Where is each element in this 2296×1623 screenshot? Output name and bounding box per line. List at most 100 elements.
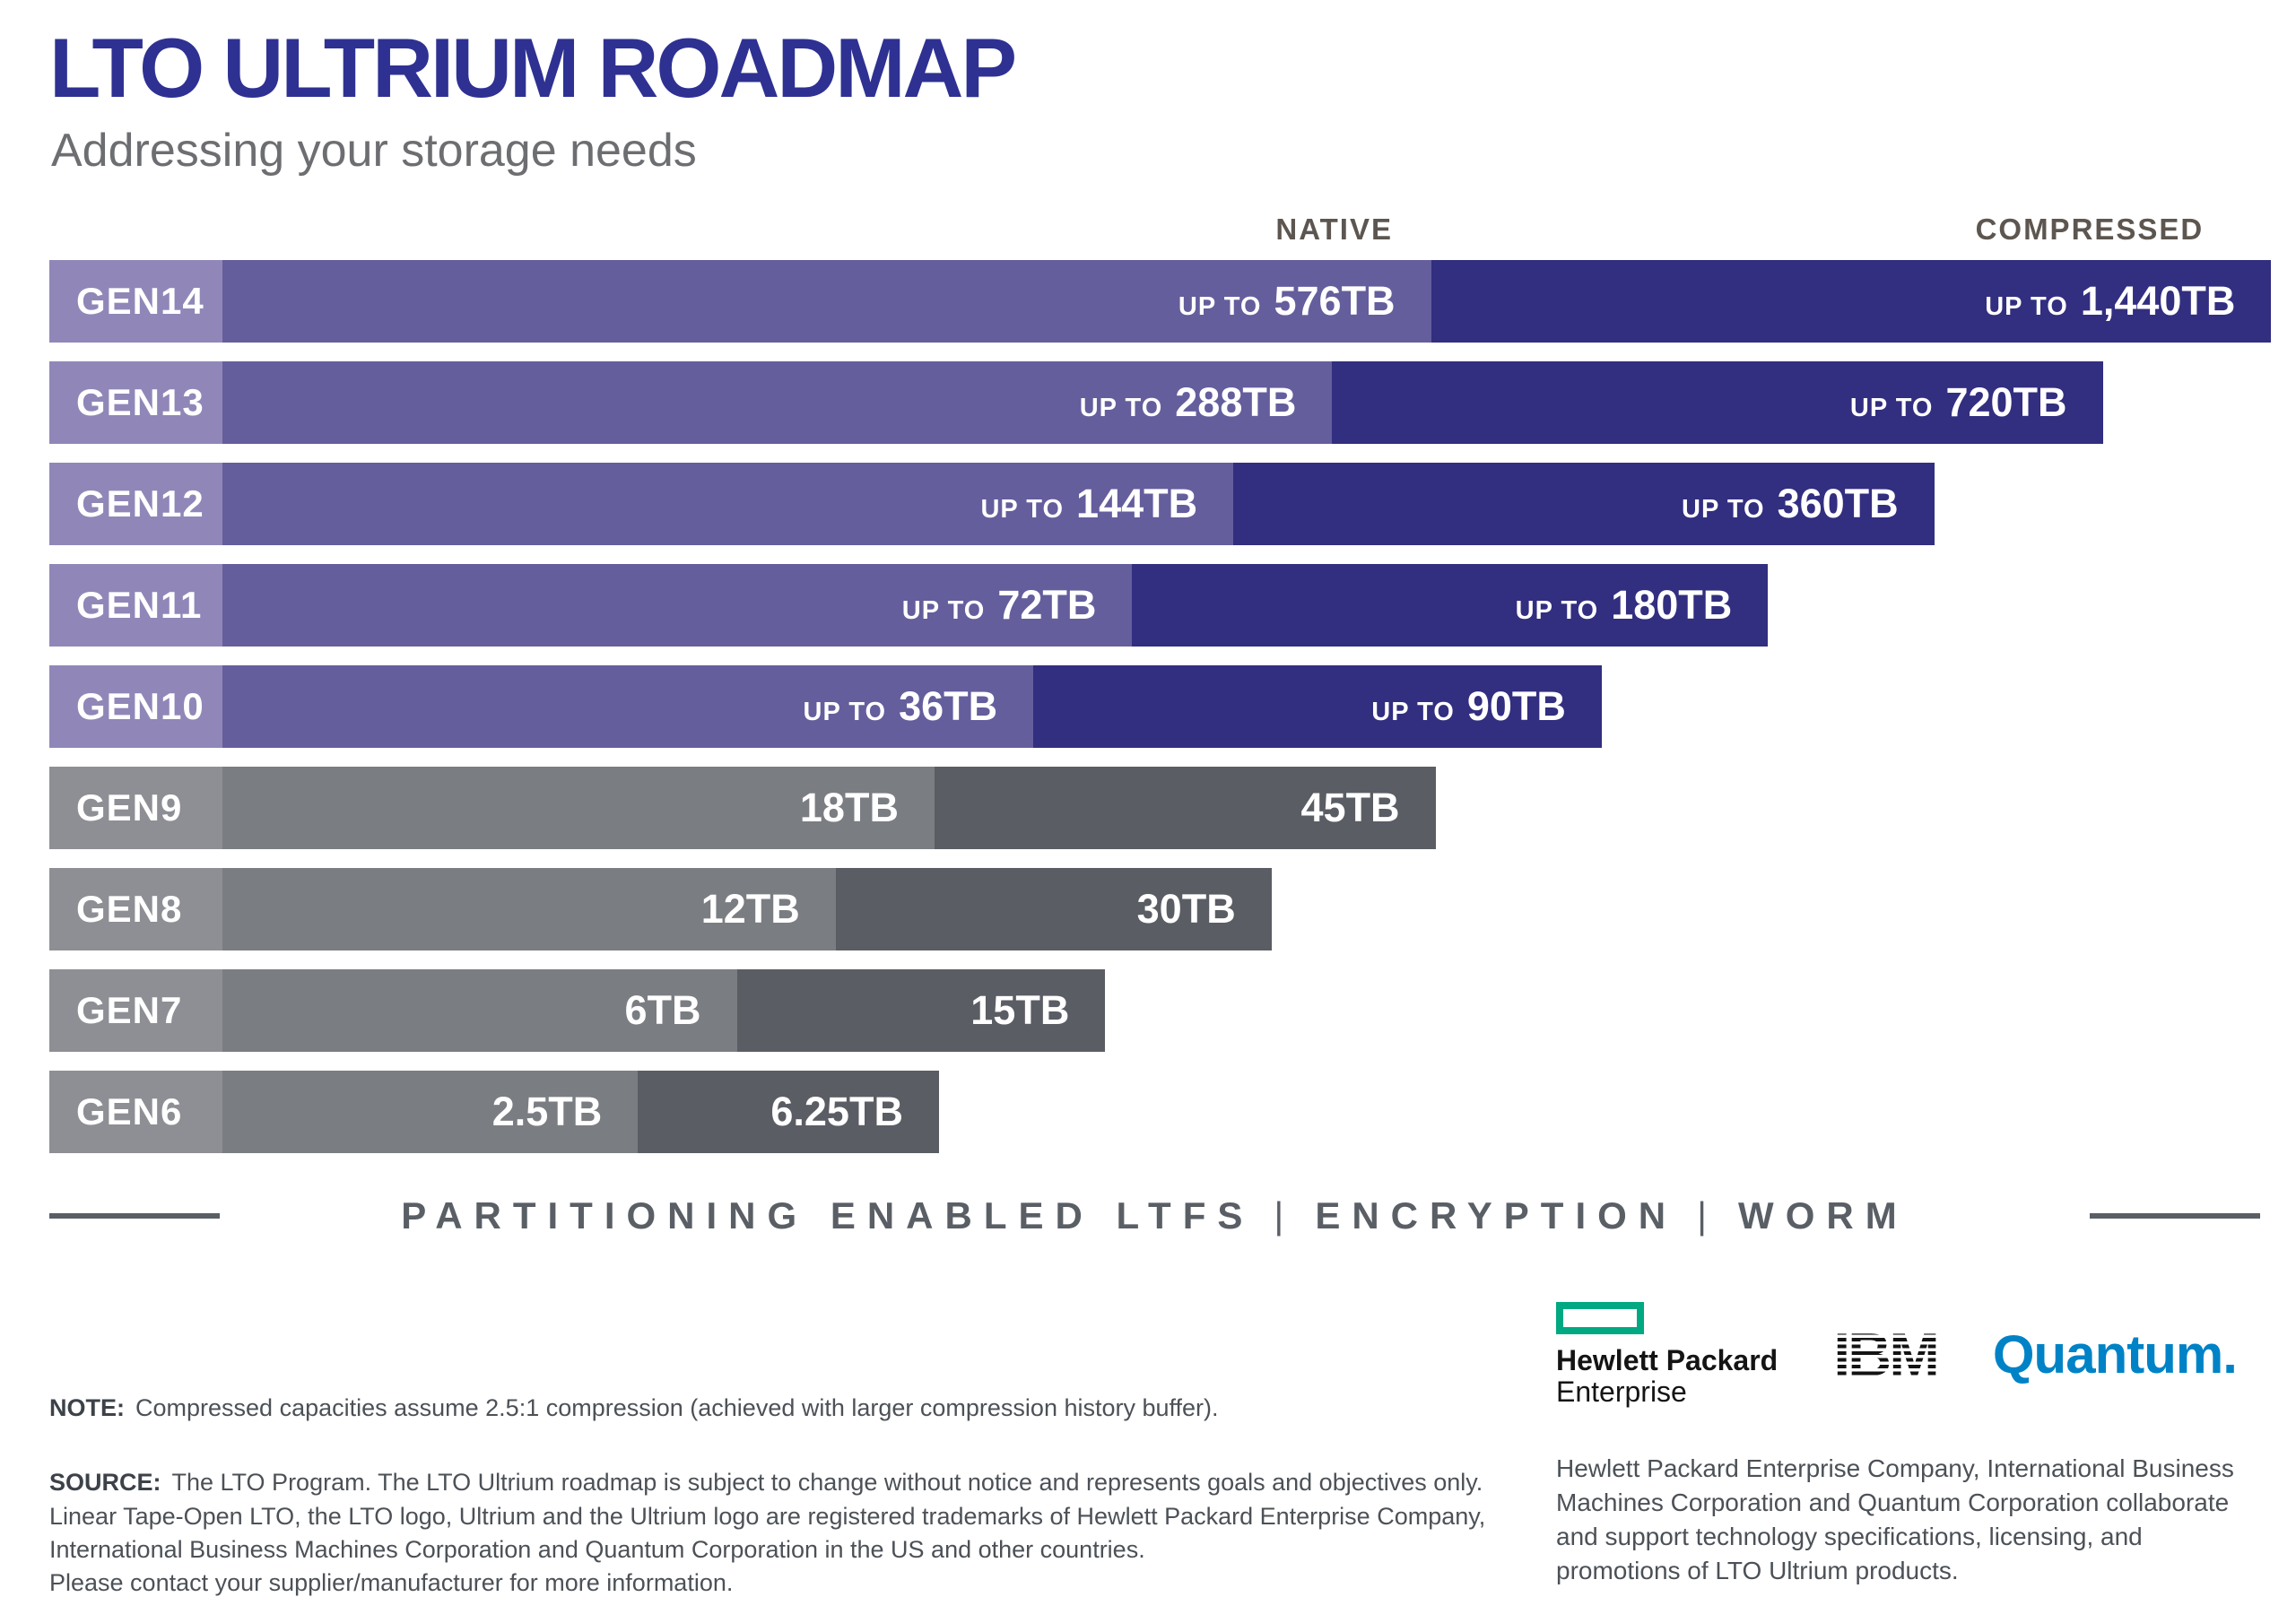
native-bar-segment: 12TB xyxy=(222,868,836,950)
bar-row-gen10: GEN10 UP TO 36TB UP TO 90TB xyxy=(49,665,2296,748)
pipe-separator: | xyxy=(1274,1194,1296,1237)
source-text: The LTO Program. The LTO Ultrium roadmap… xyxy=(49,1469,1486,1596)
gen-label: GEN12 xyxy=(49,463,222,545)
native-bar-segment: 6TB xyxy=(222,969,737,1052)
gen-label: GEN14 xyxy=(49,260,222,343)
capacity-value: 6TB xyxy=(624,987,701,1033)
up-to-prefix: UP TO xyxy=(1515,596,1599,625)
page-subtitle: Addressing your storage needs xyxy=(51,125,697,178)
gen-label: GEN7 xyxy=(49,969,222,1052)
column-header-compressed: COMPRESSED xyxy=(1975,213,2205,246)
compressed-capacity: 6.25TB xyxy=(770,1089,903,1135)
compressed-bar-segment: UP TO 360TB xyxy=(1233,463,1935,545)
compressed-bar-segment: 15TB xyxy=(736,969,1106,1052)
capacity-value: 2.5TB xyxy=(491,1089,603,1134)
gen-label: GEN8 xyxy=(49,868,222,950)
up-to-prefix: UP TO xyxy=(1985,292,2068,321)
up-to-prefix: UP TO xyxy=(1849,394,1934,422)
bar-row-gen8: GEN8 12TB 30TB xyxy=(49,868,2296,950)
up-to-prefix: UP TO xyxy=(1371,698,1455,726)
native-bar-segment: 18TB xyxy=(222,767,935,849)
compressed-capacity: UP TO 360TB xyxy=(1682,481,1899,527)
native-bar-segment: UP TO 36TB xyxy=(222,665,1034,748)
hpe-logo: Hewlett Packard Enterprise xyxy=(1556,1302,1778,1407)
vendors-section: Hewlett Packard Enterprise IBM Quantum. … xyxy=(1556,1302,2274,1588)
compressed-capacity: 15TB xyxy=(970,987,1069,1034)
gen-label: GEN9 xyxy=(49,767,222,849)
compressed-bar-segment: UP TO 1,440TB xyxy=(1431,260,2272,343)
gen-label: GEN10 xyxy=(49,665,222,748)
feature-item: ENCRYPTION xyxy=(1315,1194,1678,1237)
compressed-bar-segment: 30TB xyxy=(835,868,1272,950)
capacity-value: 36TB xyxy=(899,683,998,729)
capacity-value: 576TB xyxy=(1274,278,1396,324)
note-text: Compressed capacities assume 2.5:1 compr… xyxy=(135,1394,1219,1421)
native-bar-segment: UP TO 288TB xyxy=(222,361,1333,444)
pipe-separator: | xyxy=(1697,1194,1719,1237)
quantum-logo: Quantum. xyxy=(1992,1324,2238,1384)
compressed-bar-segment: UP TO 180TB xyxy=(1132,564,1769,647)
capacity-value: 15TB xyxy=(970,987,1070,1033)
features-text: PARTITIONING ENABLED LTFS | ENCRYPTION | WOR… xyxy=(220,1194,2090,1237)
compressed-bar-segment: 45TB xyxy=(934,767,1436,849)
native-capacity: 2.5TB xyxy=(492,1089,603,1135)
bar-row-gen6: GEN6 2.5TB 6.25TB xyxy=(49,1071,2296,1153)
capacity-value: 90TB xyxy=(1466,683,1566,729)
compressed-bar-segment: 6.25TB xyxy=(638,1071,939,1153)
native-capacity: UP TO 144TB xyxy=(980,481,1197,527)
hpe-logo-line2: Enterprise xyxy=(1556,1375,1687,1408)
capacity-value: 144TB xyxy=(1076,481,1198,526)
compressed-capacity: 45TB xyxy=(1301,785,1400,831)
collaboration-text: Hewlett Packard Enterprise Company, Inte… xyxy=(1556,1454,2234,1585)
hpe-rectangle-icon xyxy=(1556,1302,1644,1334)
native-bar-segment: UP TO 576TB xyxy=(222,260,1431,343)
bar-row-gen12: GEN12 UP TO 144TB UP TO 360TB xyxy=(49,463,2296,545)
gen-label: GEN11 xyxy=(49,564,222,647)
feature-item: WORM xyxy=(1738,1194,1909,1237)
right-rule xyxy=(2090,1213,2260,1219)
up-to-prefix: UP TO xyxy=(901,596,986,625)
vendor-logos: Hewlett Packard Enterprise IBM Quantum. xyxy=(1556,1302,2274,1407)
ibm-logo: IBM xyxy=(1833,1320,1940,1389)
capacity-value: 180TB xyxy=(1611,582,1733,628)
gen-label: GEN6 xyxy=(49,1071,222,1153)
native-capacity: UP TO 72TB xyxy=(902,582,1097,629)
compressed-capacity: UP TO 180TB xyxy=(1516,582,1733,629)
capacity-value: 720TB xyxy=(1945,379,2067,425)
compressed-capacity: UP TO 1,440TB xyxy=(1985,278,2235,325)
column-headers: NATIVE COMPRESSED xyxy=(49,213,2296,260)
capacity-value: 72TB xyxy=(997,582,1097,628)
source-label: SOURCE: xyxy=(49,1469,161,1497)
native-bar-segment: 2.5TB xyxy=(222,1071,639,1153)
compressed-bar-segment: UP TO 90TB xyxy=(1033,665,1602,748)
bar-row-gen11: GEN11 UP TO 72TB UP TO 180TB xyxy=(49,564,2296,647)
feature-item: PARTITIONING ENABLED LTFS xyxy=(401,1194,1255,1237)
bar-rows: GEN14 UP TO 576TB UP TO 1,440TB GEN13 UP TO 288… xyxy=(49,260,2296,1153)
header: LTO ULTRIUM ROADMAP Addressing your stor… xyxy=(49,21,1017,178)
native-bar-segment: UP TO 72TB xyxy=(222,564,1133,647)
capacity-value: 360TB xyxy=(1777,481,1899,526)
hpe-logo-line1: Hewlett Packard xyxy=(1556,1344,1779,1376)
note-paragraph: NOTE: Compressed capacities assume 2.5:1 … xyxy=(49,1392,1520,1425)
native-capacity: 6TB xyxy=(625,987,701,1034)
capacity-value: 6.25TB xyxy=(770,1089,903,1134)
capacity-value: 288TB xyxy=(1175,379,1297,425)
page-title: LTO ULTRIUM ROADMAP xyxy=(49,21,1017,115)
native-bar-segment: UP TO 144TB xyxy=(222,463,1234,545)
compressed-capacity: UP TO 720TB xyxy=(1850,379,2067,426)
up-to-prefix: UP TO xyxy=(1682,495,1765,524)
native-capacity: 12TB xyxy=(701,886,800,933)
up-to-prefix: UP TO xyxy=(1178,292,1262,321)
bar-row-gen14: GEN14 UP TO 576TB UP TO 1,440TB xyxy=(49,260,2296,343)
column-header-native: NATIVE xyxy=(1275,213,1393,246)
compressed-capacity: 30TB xyxy=(1137,886,1236,933)
features-banner: PARTITIONING ENABLED LTFS | ENCRYPTION | WOR… xyxy=(49,1194,2260,1237)
compressed-bar-segment: UP TO 720TB xyxy=(1332,361,2103,444)
native-capacity: UP TO 288TB xyxy=(1080,379,1297,426)
native-capacity: 18TB xyxy=(800,785,899,831)
up-to-prefix: UP TO xyxy=(1079,394,1163,422)
compressed-capacity: UP TO 90TB xyxy=(1371,683,1566,730)
up-to-prefix: UP TO xyxy=(980,495,1065,524)
native-capacity: UP TO 576TB xyxy=(1178,278,1396,325)
